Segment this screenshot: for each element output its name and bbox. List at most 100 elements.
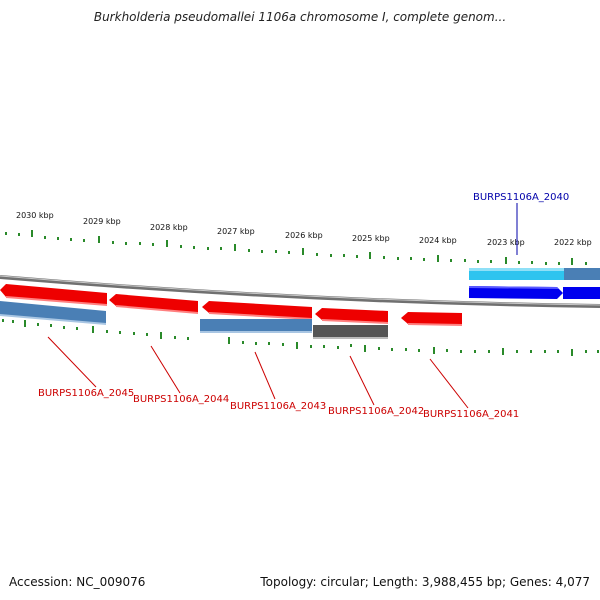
scale-tick <box>423 258 425 261</box>
gene-feature[interactable] <box>6 296 107 306</box>
inner-tick <box>12 320 14 323</box>
gene-feature[interactable] <box>202 301 312 319</box>
scale-label: 2028 kbp <box>150 223 188 232</box>
inner-tick <box>364 345 366 352</box>
leader-line <box>254 351 276 400</box>
gene-feature[interactable] <box>0 284 107 305</box>
scale-tick <box>166 240 168 247</box>
chromosome-backbone-highlight <box>0 275 600 306</box>
gene-feature[interactable] <box>116 305 198 314</box>
inner-tick <box>174 336 176 339</box>
scale-tick <box>220 247 222 250</box>
gene-label-burps1106a-2044[interactable]: BURPS1106A_2044 <box>133 394 229 405</box>
inner-tick <box>296 342 298 349</box>
inner-tick <box>488 350 490 353</box>
inner-tick <box>337 346 339 349</box>
inner-tick <box>350 344 352 347</box>
inner-tick <box>585 350 587 353</box>
scale-tick <box>330 254 332 257</box>
inner-tick <box>228 337 230 344</box>
scale-label: 2022 kbp <box>554 238 592 247</box>
inner-tick <box>24 320 26 327</box>
scale-tick <box>139 242 141 245</box>
inner-tick <box>323 345 325 348</box>
inner-tick <box>530 350 532 353</box>
gene-label-burps1106a-2042[interactable]: BURPS1106A_2042 <box>328 406 424 417</box>
leader-line <box>349 355 375 406</box>
scale-tick <box>356 255 358 258</box>
scale-label: 2027 kbp <box>217 227 255 236</box>
inner-scale-track <box>2 319 599 356</box>
cds-feature[interactable] <box>313 325 388 338</box>
scale-tick <box>585 262 587 265</box>
gene-label-burps1106a-2040[interactable]: BURPS1106A_2040 <box>473 192 569 203</box>
scale-tick <box>518 261 520 264</box>
accession-info: Accession: NC_009076 <box>9 575 146 589</box>
inner-tick <box>282 343 284 346</box>
cds-feature[interactable] <box>200 331 312 333</box>
leader-line <box>150 345 181 394</box>
cds-feature[interactable] <box>0 301 106 324</box>
inner-tick <box>474 350 476 353</box>
inner-tick <box>37 323 39 326</box>
inner-tick <box>119 331 121 334</box>
scale-tick <box>369 252 371 259</box>
inner-tick <box>2 319 4 322</box>
scale-tick <box>152 243 154 246</box>
gene-feature[interactable] <box>322 319 388 324</box>
scale-track <box>5 230 587 265</box>
gene-feature[interactable] <box>315 308 388 323</box>
gene-feature[interactable] <box>469 286 563 299</box>
cds-feature[interactable] <box>469 268 564 271</box>
inner-tick <box>255 342 257 345</box>
scale-tick <box>343 254 345 257</box>
scale-label: 2026 kbp <box>285 231 323 240</box>
inner-tick <box>433 347 435 354</box>
inner-tick <box>242 341 244 344</box>
gene-feature[interactable] <box>469 286 559 289</box>
scale-tick <box>505 257 507 264</box>
scale-tick <box>288 251 290 254</box>
scale-tick <box>234 244 236 251</box>
gene-feature[interactable] <box>109 294 198 313</box>
reverse-genes <box>0 284 462 326</box>
chromosome-backbone <box>0 275 600 308</box>
inner-tick <box>63 326 65 329</box>
scale-tick <box>383 256 385 259</box>
cds-feature[interactable] <box>564 268 600 280</box>
scale-label: 2025 kbp <box>352 234 390 243</box>
inner-tick <box>544 350 546 353</box>
scale-tick <box>261 250 263 253</box>
gene-label-burps1106a-2041[interactable]: BURPS1106A_2041 <box>423 409 519 420</box>
inner-tick <box>446 349 448 352</box>
scale-tick <box>464 259 466 262</box>
gene-feature[interactable] <box>209 312 312 320</box>
gene-feature[interactable] <box>401 312 462 325</box>
scale-label: 2029 kbp <box>83 217 121 226</box>
label-leaders <box>47 203 518 409</box>
inner-tick <box>405 348 407 351</box>
scale-tick <box>450 259 452 262</box>
inner-tick <box>418 349 420 352</box>
genome-summary: Topology: circular; Length: 3,988,455 bp… <box>260 575 590 589</box>
leader-line <box>429 358 469 409</box>
gene-label-burps1106a-2043[interactable]: BURPS1106A_2043 <box>230 401 326 412</box>
cds-feature[interactable] <box>313 337 388 339</box>
gene-feature[interactable] <box>563 287 600 299</box>
inner-tick <box>106 330 108 333</box>
gene-label-burps1106a-2045[interactable]: BURPS1106A_2045 <box>38 388 134 399</box>
scale-label: 2023 kbp <box>487 238 525 247</box>
scale-tick <box>180 245 182 248</box>
cds-feature[interactable] <box>0 314 106 325</box>
gene-feature[interactable] <box>408 323 462 326</box>
scale-label: 2030 kbp <box>16 211 54 220</box>
scale-tick <box>18 233 20 236</box>
inner-tick <box>268 342 270 345</box>
cds-feature[interactable] <box>200 319 312 332</box>
scale-tick <box>57 237 59 240</box>
scale-tick <box>125 242 127 245</box>
inner-tick <box>146 333 148 336</box>
scale-tick <box>571 258 573 265</box>
scale-tick <box>437 255 439 262</box>
